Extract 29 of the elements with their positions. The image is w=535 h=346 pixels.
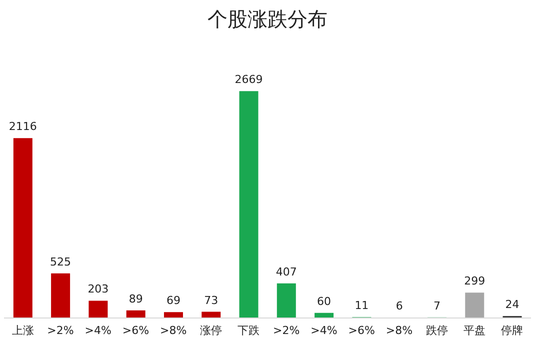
data-label: 525: [50, 255, 72, 268]
x-tick-label: >6%: [348, 324, 375, 337]
x-tick-label: 涨停: [200, 324, 222, 337]
data-label: 407: [276, 265, 297, 278]
data-label: 203: [88, 282, 109, 296]
data-label: 299: [464, 274, 486, 288]
data-label: 2669: [234, 73, 263, 86]
x-tick-label: 停牌: [501, 324, 524, 337]
chart-title: 个股涨跌分布: [206, 6, 328, 33]
data-label: 6: [396, 299, 403, 312]
x-tick-label: 下跌: [238, 324, 260, 337]
x-tick-label: 平盘: [464, 324, 486, 337]
x-tick-label: >8%: [160, 324, 187, 337]
x-tick-label: >8%: [386, 324, 413, 337]
data-label: 2116: [8, 120, 37, 134]
x-tick-label: >6%: [122, 324, 150, 337]
data-label: 11: [354, 299, 369, 312]
x-tick-label: 上涨: [12, 324, 34, 337]
data-label: 60: [317, 294, 332, 308]
x-tick-label: >2%: [47, 324, 74, 337]
x-tick-label: >2%: [272, 324, 300, 337]
data-label: 73: [204, 294, 218, 307]
x-tick-label: >4%: [310, 324, 338, 337]
x-tick-label: >4%: [84, 324, 112, 337]
data-label: 89: [128, 292, 143, 306]
data-label: 7: [433, 299, 440, 312]
data-label: 69: [166, 294, 180, 308]
data-label: 24: [505, 298, 520, 311]
x-tick-label: 跌停: [426, 324, 448, 337]
